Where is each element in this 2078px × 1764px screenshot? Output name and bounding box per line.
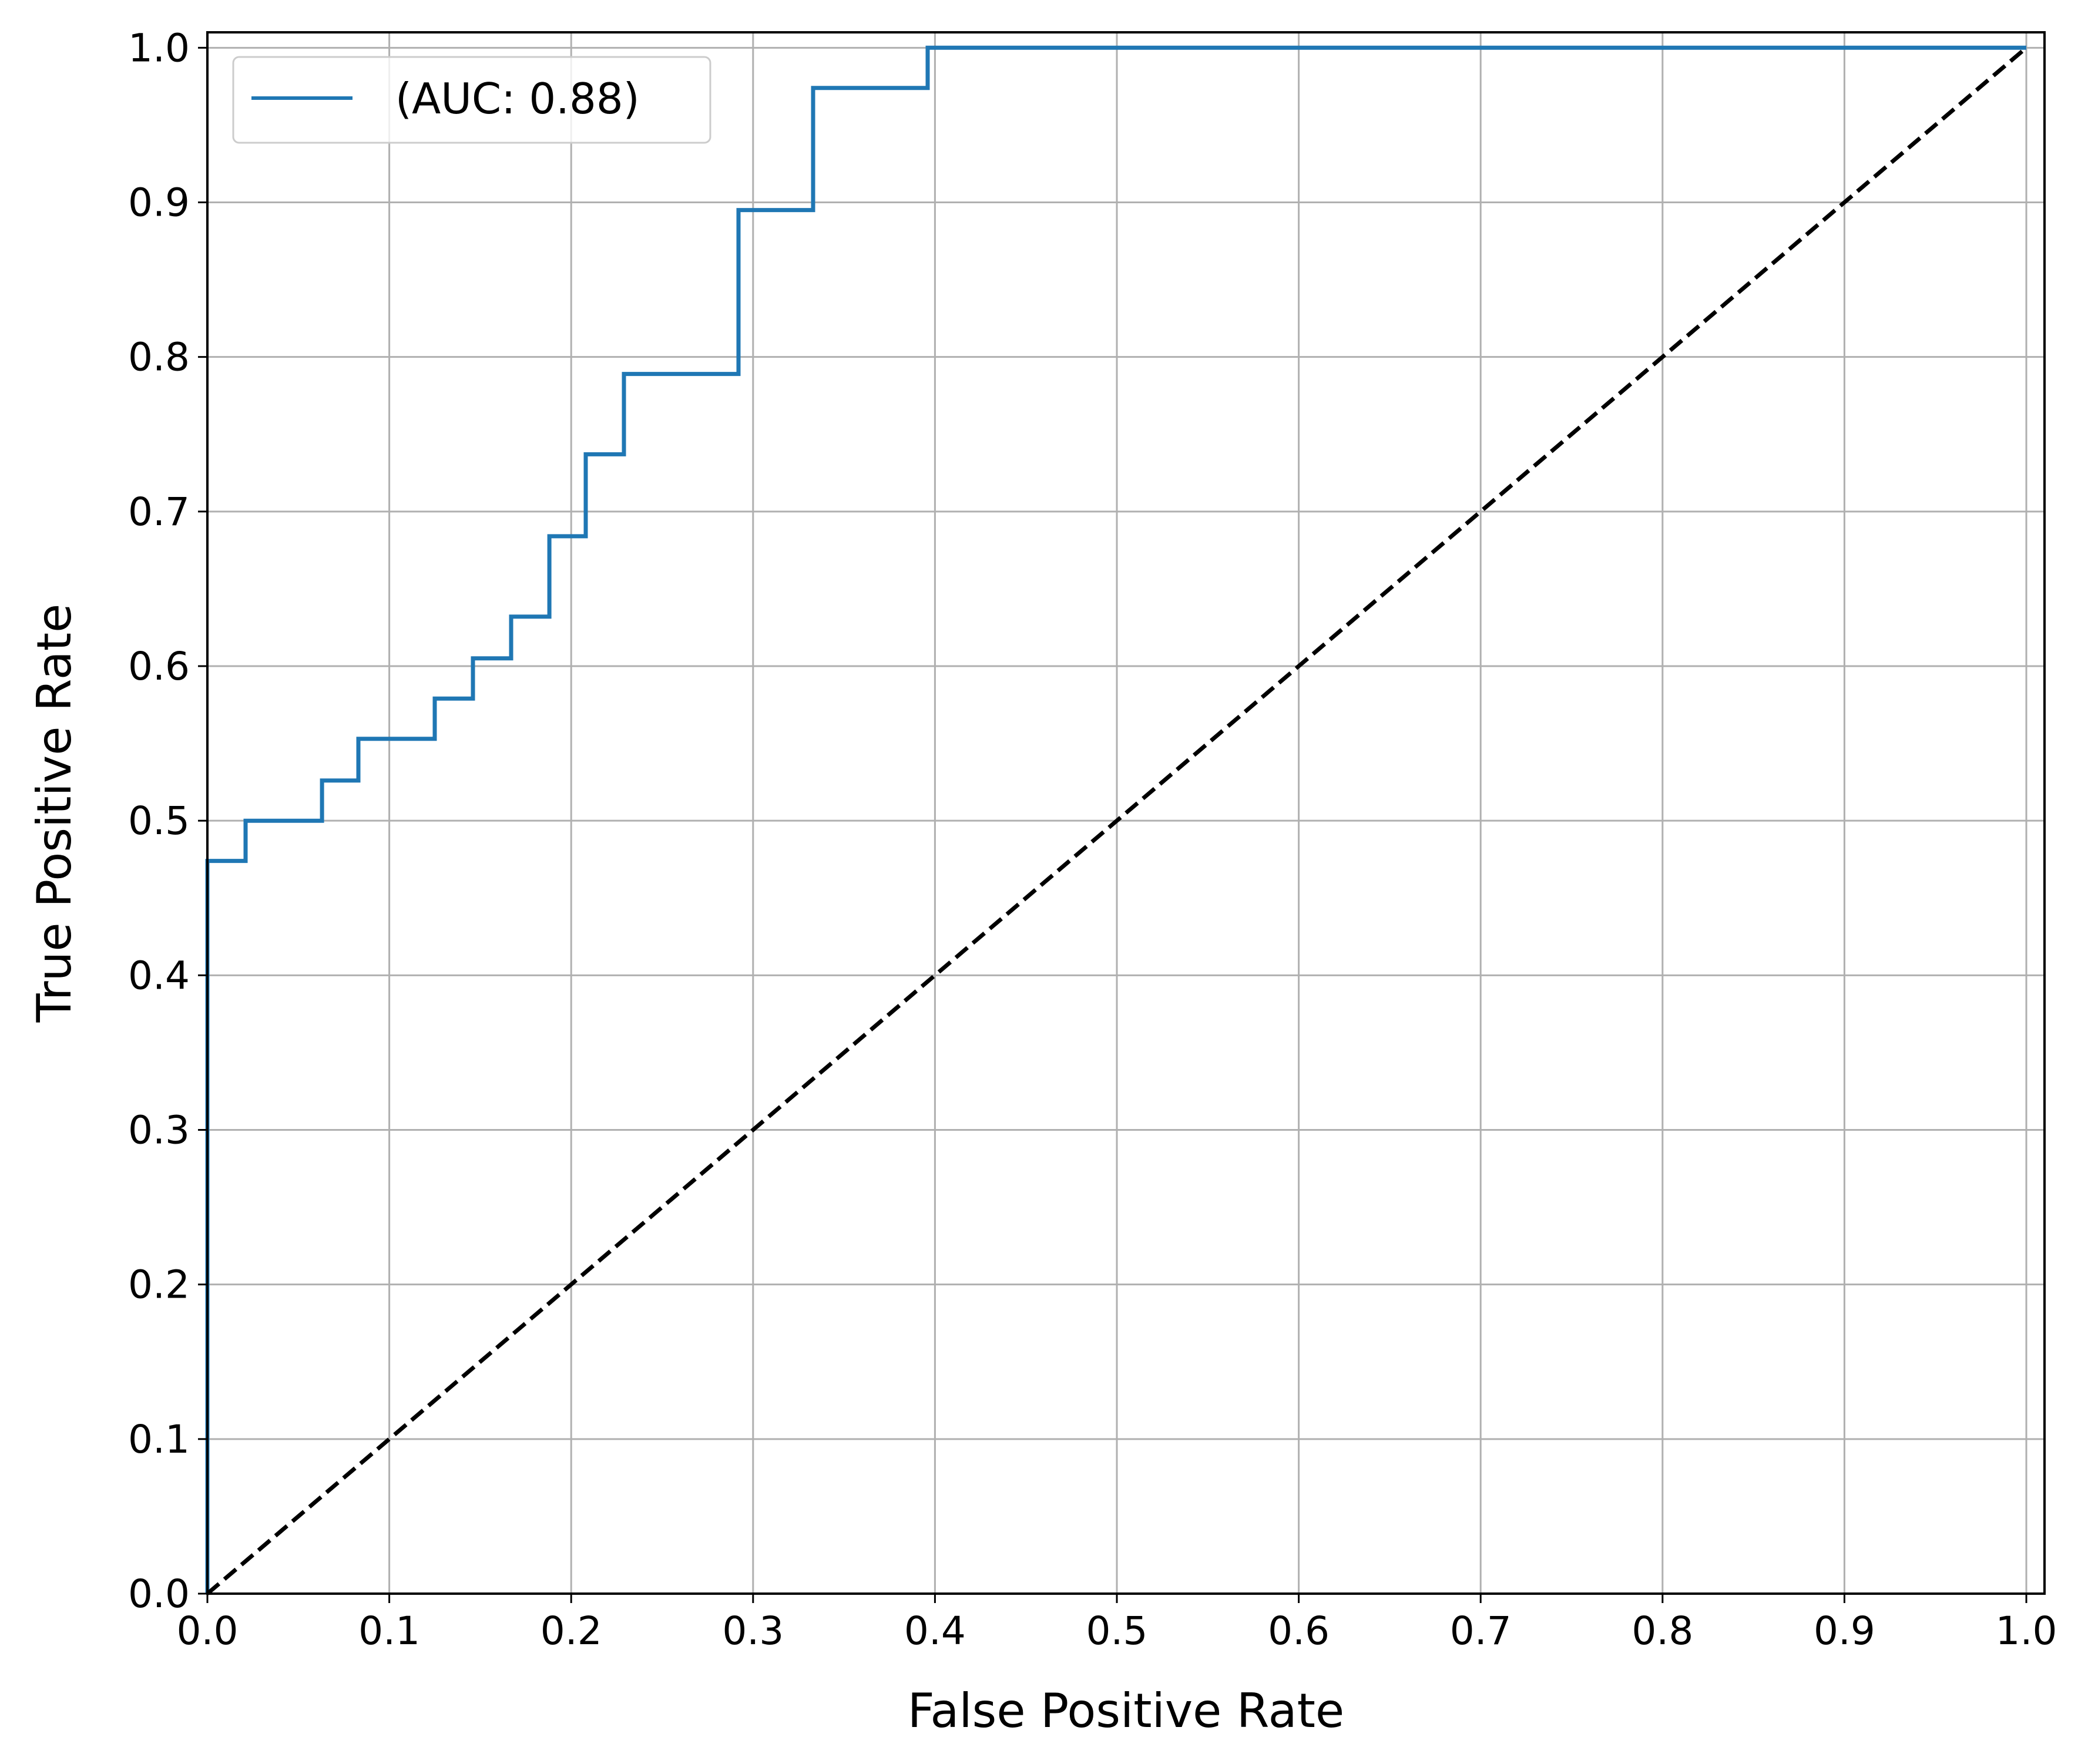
x-tick-label: 0.0 — [177, 1608, 239, 1654]
y-tick-label: 0.1 — [128, 1417, 190, 1462]
x-tick-label: 1.0 — [1996, 1608, 2057, 1654]
y-tick-label: 0.9 — [128, 180, 190, 225]
legend-label-roc: (AUC: 0.88) — [382, 74, 640, 123]
x-tick-label: 0.3 — [722, 1608, 784, 1654]
legend-box — [232, 56, 711, 144]
y-tick-label: 0.3 — [128, 1107, 190, 1153]
plot-frame — [206, 31, 2046, 1595]
y-tick-label: 0.7 — [128, 489, 190, 535]
x-tick-label: 0.2 — [541, 1608, 602, 1654]
x-tick-label: 0.5 — [1086, 1608, 1148, 1654]
y-tick-label: 0.8 — [128, 335, 190, 380]
y-tick-label: 0.6 — [128, 644, 190, 689]
roc-curve-line — [205, 45, 2026, 1594]
x-tick-label: 0.9 — [1814, 1608, 1875, 1654]
y-axis-title: True Positive Rate — [27, 604, 82, 1023]
x-tick-label: 0.4 — [904, 1608, 966, 1654]
axis-ticks: 0.0 0.1 0.2 0.3 0.4 0.5 0.6 0.7 0.8 0.9 1.0 0.0 0.1 0… — [128, 25, 2057, 1654]
legend: (AUC: 0.88) — [232, 56, 711, 144]
y-tick-label: 0.0 — [128, 1571, 190, 1617]
x-tick-label: 0.7 — [1450, 1608, 1512, 1654]
x-tick-label: 0.8 — [1631, 1608, 1693, 1654]
x-tick-label: 0.6 — [1268, 1608, 1330, 1654]
y-tick-label: 0.4 — [128, 953, 190, 998]
y-tick-label: 0.5 — [128, 798, 190, 844]
y-tick-label: 0.2 — [128, 1262, 190, 1308]
chance-diagonal-line — [206, 46, 2028, 1595]
y-tick-label: 1.0 — [128, 25, 190, 70]
x-axis-title: False Positive Rate — [908, 1684, 1345, 1738]
series-lines — [205, 45, 2028, 1595]
x-tick-label: 0.1 — [358, 1608, 420, 1654]
